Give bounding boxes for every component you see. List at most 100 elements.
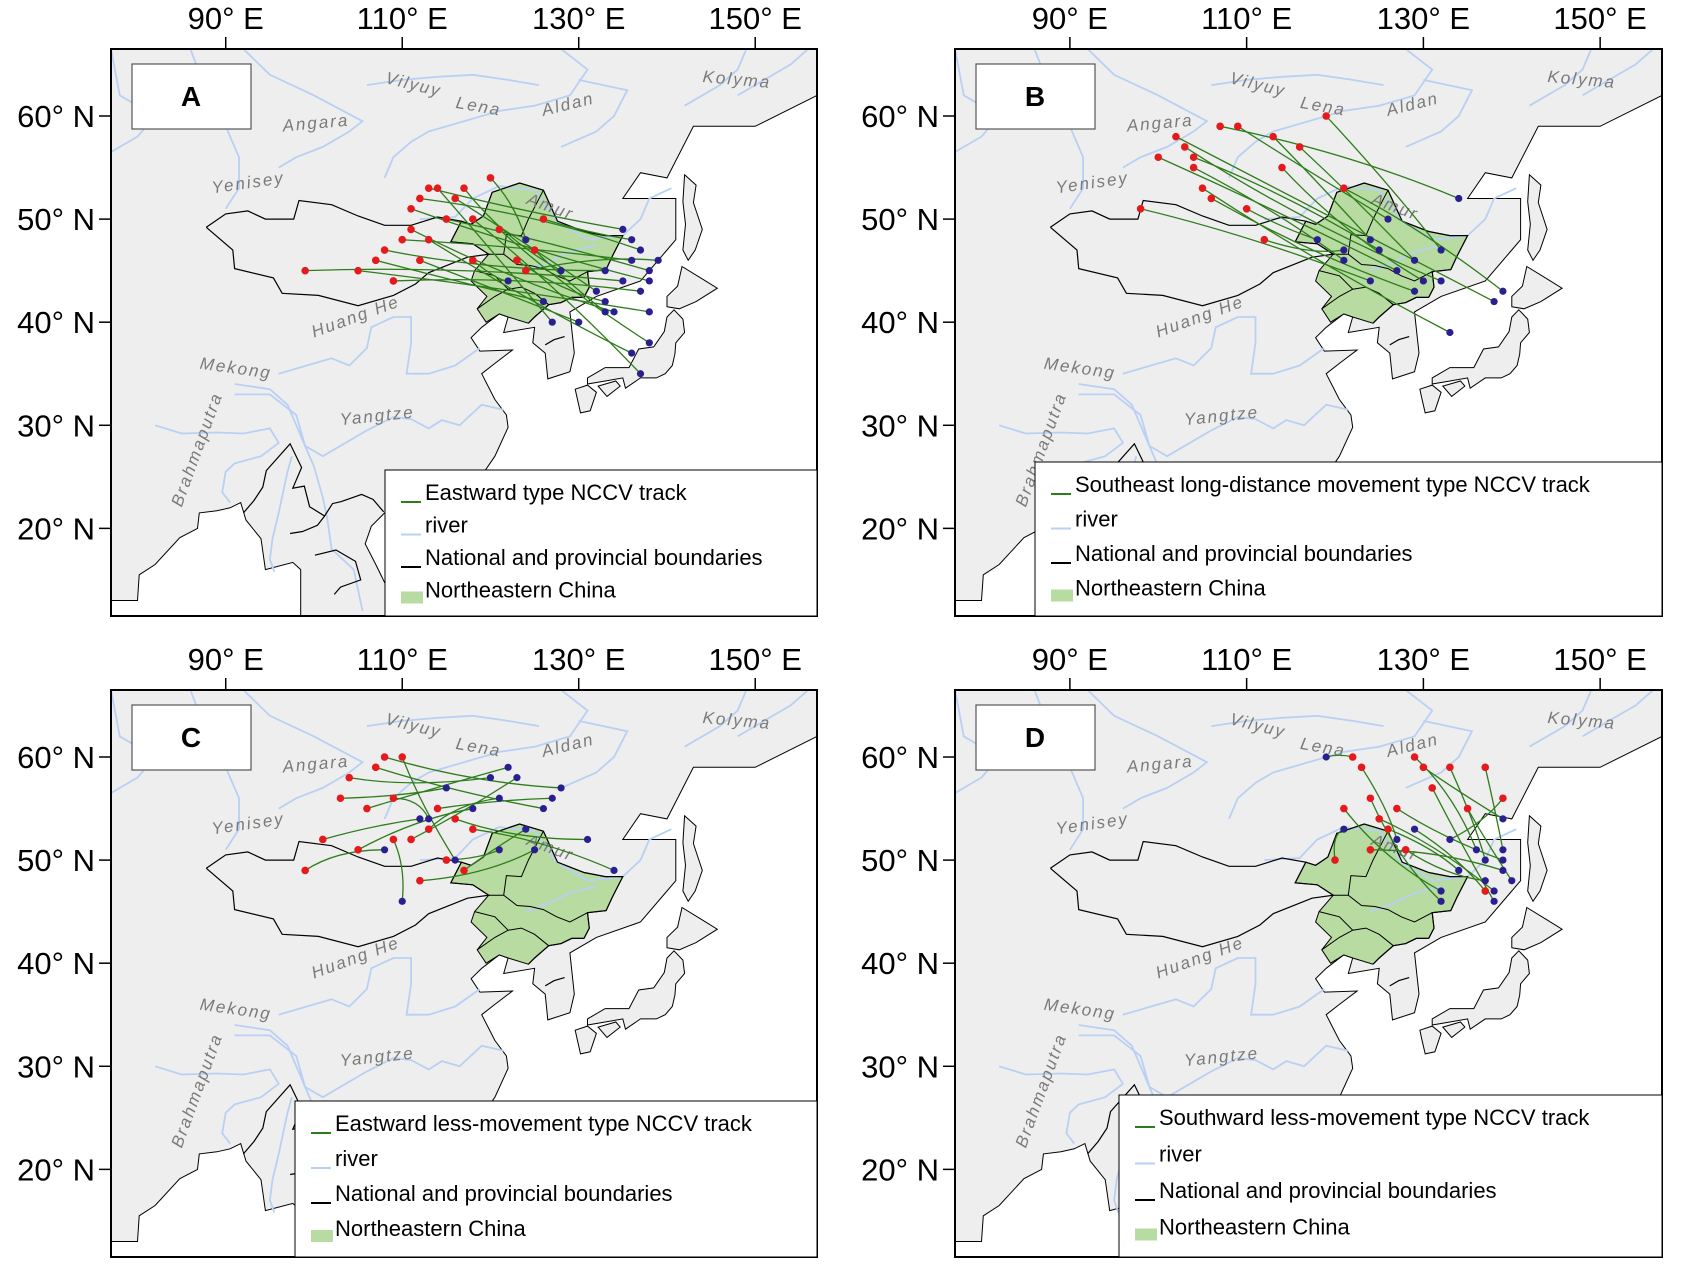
river-line [1122, 316, 1325, 375]
nccv-track [1396, 808, 1504, 861]
boundary-line [205, 840, 491, 948]
track-start-point [460, 866, 468, 875]
track-end-point [425, 815, 433, 823]
lon-tick-label: 90° E [1032, 1, 1108, 36]
lat-tick-label: 20° N [861, 1152, 939, 1187]
lat-tick-label: 20° N [17, 511, 95, 546]
nccv-track [525, 258, 659, 272]
track-end-point [1340, 246, 1348, 254]
river-line [955, 49, 1001, 154]
track-start-point [433, 184, 442, 192]
island [666, 906, 719, 951]
nccv-track [1484, 767, 1504, 850]
nccv-track [1272, 136, 1371, 241]
track-end-point [1393, 835, 1401, 844]
track-end-point [531, 846, 539, 854]
river-line [234, 1024, 504, 1099]
island [1419, 1025, 1442, 1055]
boundary-line [1389, 336, 1410, 346]
nccv-track [428, 797, 500, 830]
nccv-track [1405, 849, 1486, 882]
nccv-track [437, 797, 553, 810]
provincial-boundary [488, 894, 588, 923]
river-line [955, 690, 1001, 795]
track-end-point [1410, 256, 1419, 264]
track-start-point [1393, 804, 1401, 813]
track-end-point [610, 308, 618, 316]
track-end-point [1499, 287, 1507, 295]
track-start-point [371, 763, 380, 772]
boundary-line [544, 977, 565, 987]
lon-tick-label: 110° E [357, 1, 448, 36]
nccv-track [410, 777, 518, 841]
track-start-point [1463, 804, 1472, 813]
river-line [684, 49, 748, 107]
lat-tick-label: 30° N [17, 1049, 95, 1084]
lon-tick-label: 150° E [1553, 642, 1646, 677]
lon-tick-label: 110° E [1201, 642, 1292, 677]
track-start-point [389, 794, 398, 803]
provincial-boundary [476, 927, 550, 951]
track-end-point [495, 846, 503, 854]
track-end-point [1499, 856, 1507, 864]
island [1431, 950, 1530, 1031]
track-start-point [1410, 753, 1419, 761]
river-line [419, 826, 672, 882]
river-line [1264, 826, 1517, 882]
river-line [366, 73, 540, 86]
nccv-track [340, 787, 447, 799]
nccv-track [1449, 797, 1504, 841]
track-start-point [1136, 204, 1145, 213]
nccv-track [375, 766, 544, 810]
track-end-point [557, 784, 565, 792]
panel-letter-box [131, 63, 252, 130]
provincial-boundary [476, 286, 550, 310]
nccv-track [1220, 125, 1459, 200]
track-end-point [619, 277, 627, 285]
track-start-point [398, 753, 407, 761]
nccv-track [305, 268, 623, 282]
river-line [1582, 690, 1654, 738]
nccv-track [1325, 115, 1442, 251]
track-end-point [522, 236, 530, 244]
nccv-track [1299, 146, 1416, 261]
track-start-point [354, 266, 362, 275]
river-line [278, 957, 481, 1016]
river-line [234, 383, 504, 458]
river-line [111, 49, 157, 154]
track-start-point [1154, 153, 1163, 162]
track-start-point [1322, 112, 1330, 120]
nccv-track [1237, 125, 1389, 220]
track-start-point [1189, 163, 1198, 172]
track-end-point [539, 804, 548, 813]
track-start-point [1331, 856, 1339, 864]
provincial-boundary [1321, 927, 1394, 951]
provincial-boundary [1333, 253, 1433, 282]
track-end-point [1384, 215, 1392, 223]
track-end-point [469, 804, 477, 813]
legend-box [1034, 461, 1663, 617]
provincial-boundary [1318, 911, 1354, 931]
track-start-point [1428, 784, 1437, 792]
nccv-track [472, 218, 641, 375]
track-start-point [1499, 794, 1507, 803]
track-start-point [1384, 825, 1392, 833]
track-end-point [1446, 328, 1454, 337]
river-line [419, 185, 672, 241]
legend-box [384, 469, 818, 617]
track-start-point [451, 815, 459, 823]
river-line [1528, 49, 1593, 107]
legend-region-swatch [401, 591, 423, 604]
track-start-point [460, 184, 468, 192]
track-start-point [407, 835, 415, 844]
river-line [1528, 690, 1593, 748]
track-end-point [636, 287, 645, 295]
nccv-track [1378, 818, 1495, 892]
boundary-line [1372, 937, 1429, 965]
lon-tick-label: 130° E [1377, 642, 1470, 677]
track-start-point [389, 277, 398, 285]
track-start-point [363, 804, 371, 813]
track-end-point [1410, 287, 1419, 295]
river-line [998, 1065, 1125, 1145]
